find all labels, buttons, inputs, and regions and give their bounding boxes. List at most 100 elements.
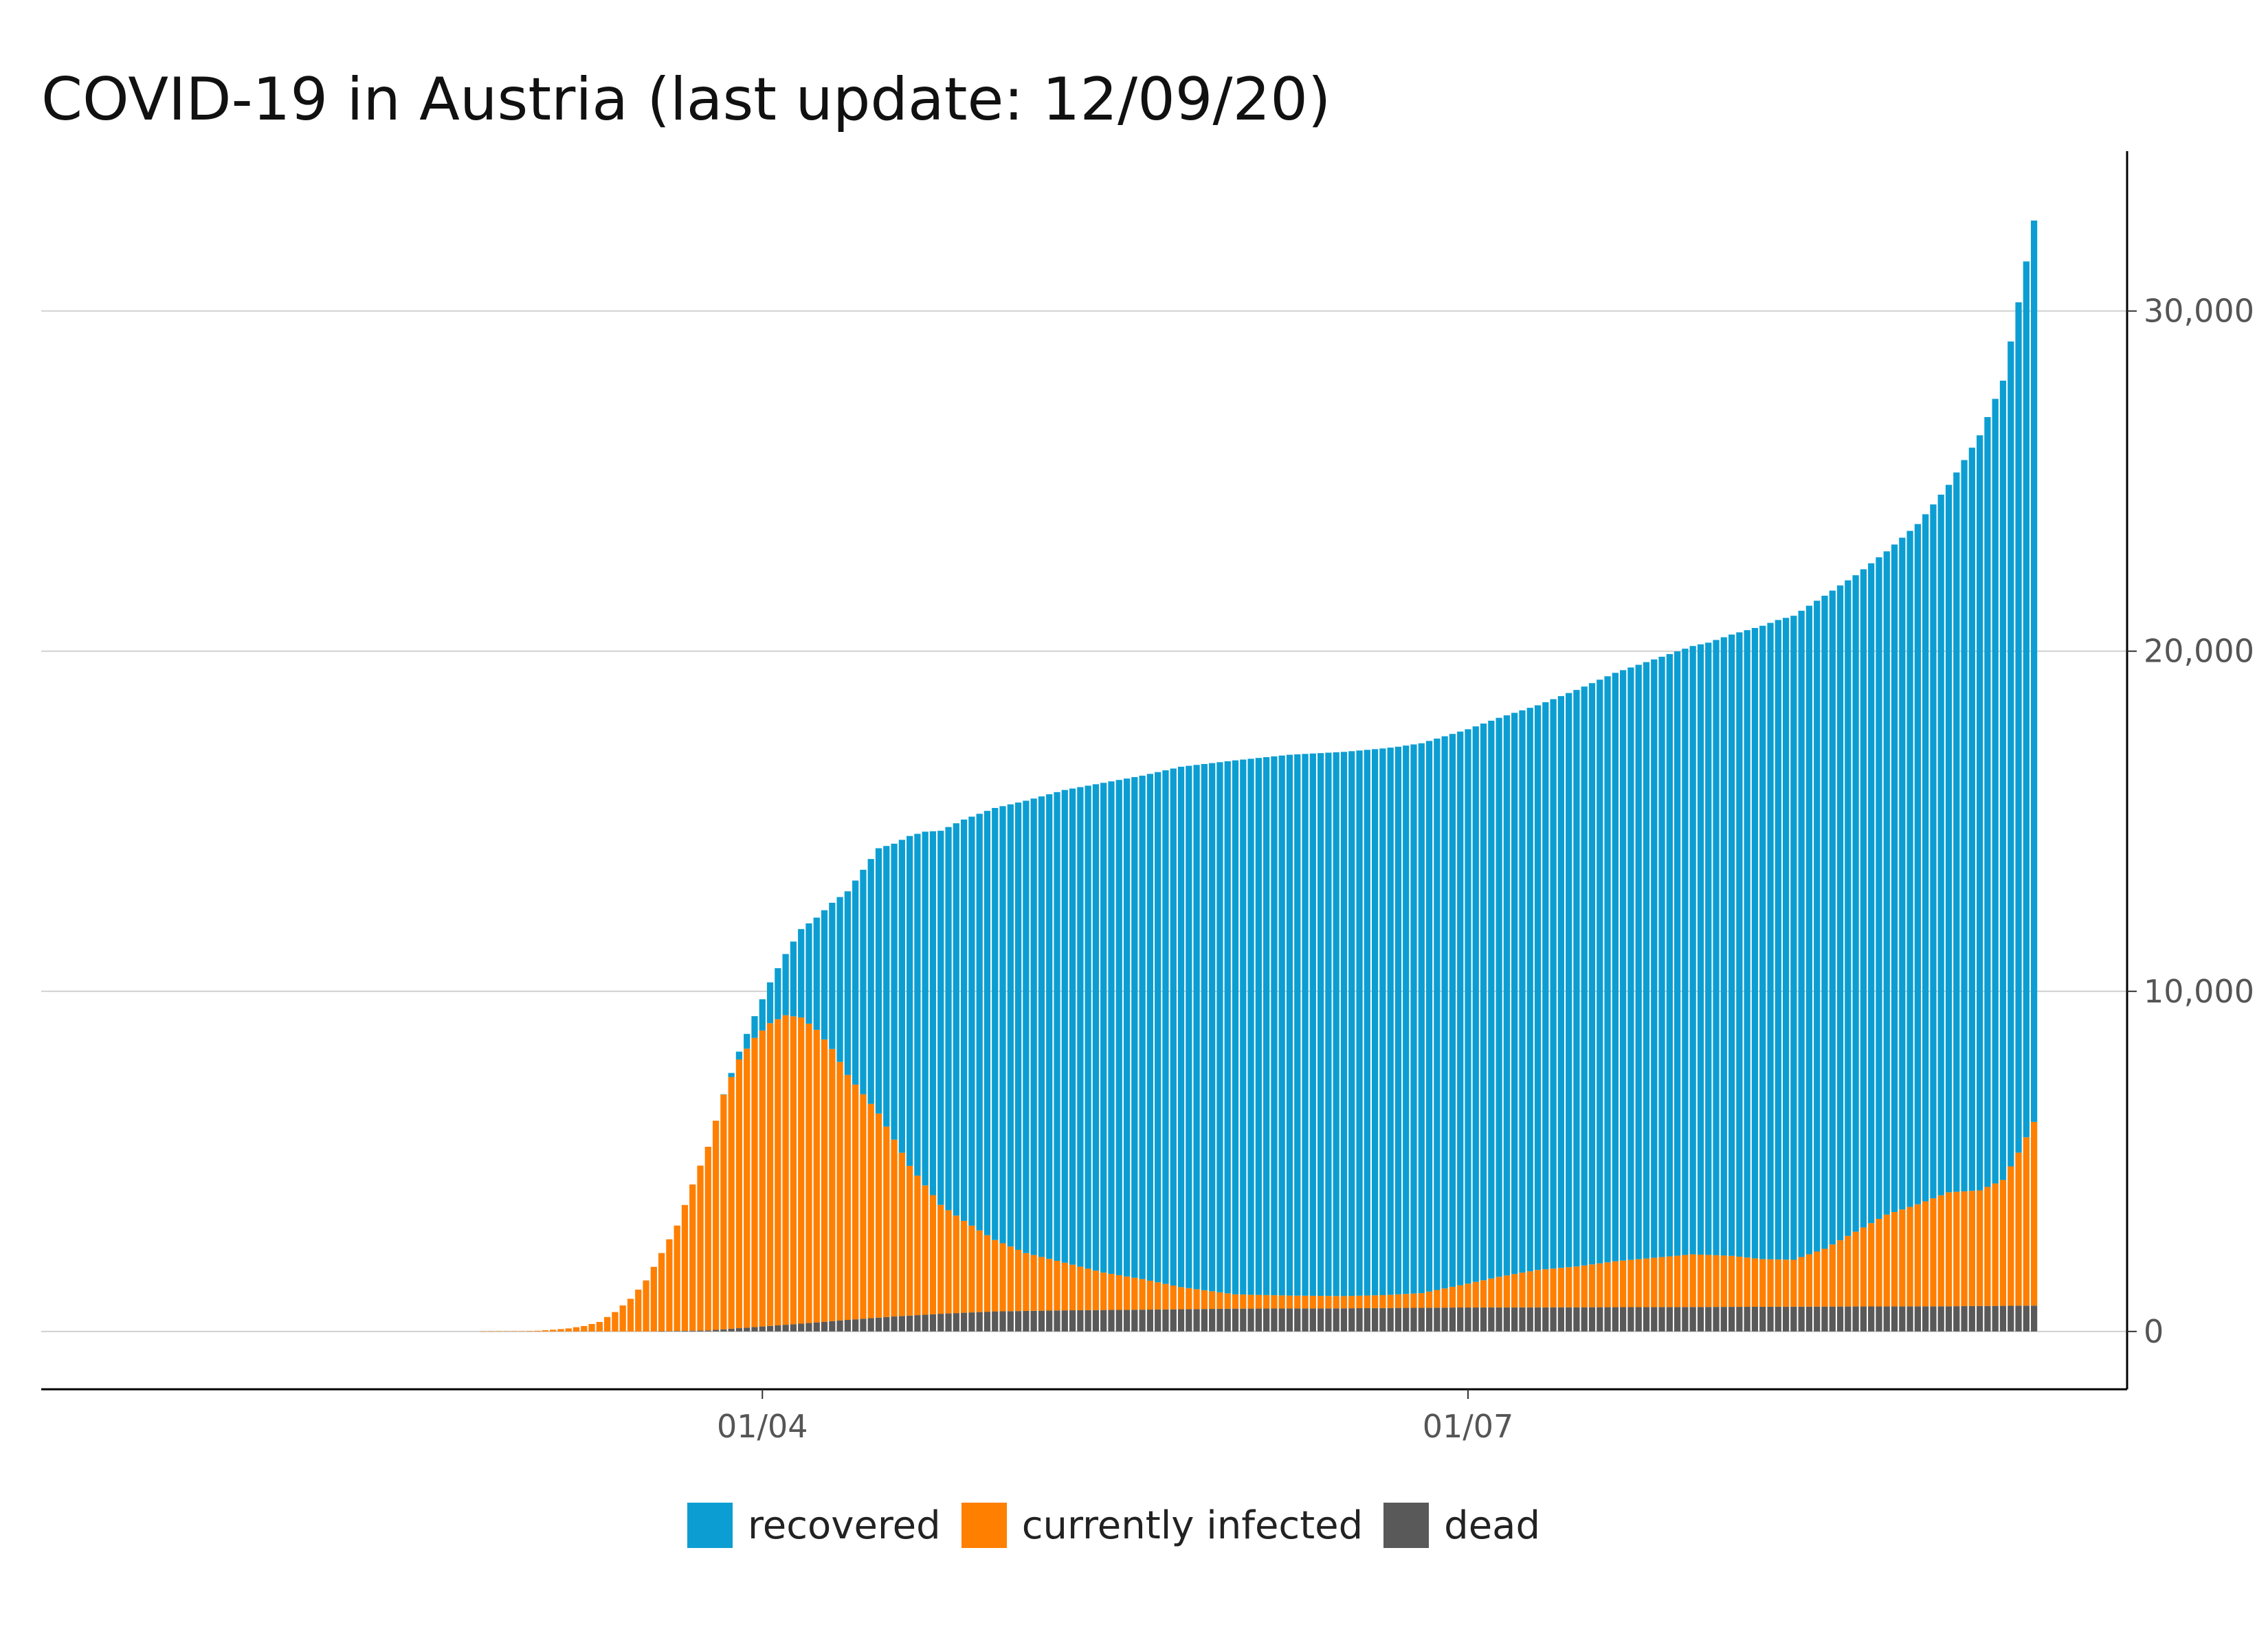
bar-dead: [1309, 1308, 1316, 1332]
bar-currently-infected: [1046, 1259, 1053, 1311]
bar-currently-infected: [907, 1165, 913, 1316]
bar-dead: [1425, 1308, 1433, 1332]
y-ticks: 0 10,000 20,000 30,000: [2127, 293, 2254, 1350]
bar-currently-infected: [1573, 1266, 1580, 1308]
bar-currently-infected: [1146, 1280, 1154, 1310]
bar-currently-infected: [1480, 1280, 1487, 1308]
legend: recovered currently infected dead: [687, 1501, 1561, 1549]
bar-currently-infected: [1836, 1240, 1844, 1307]
bar-currently-infected: [821, 1039, 828, 1322]
bar-recovered: [1014, 803, 1022, 1250]
bar-currently-infected: [728, 1077, 735, 1329]
bar-currently-infected: [1177, 1287, 1185, 1310]
bar-dead: [1620, 1307, 1627, 1332]
bar-recovered: [999, 806, 1006, 1244]
bar-currently-infected: [1627, 1259, 1634, 1308]
bar-dead: [1449, 1308, 1456, 1332]
bar-currently-infected: [542, 1330, 548, 1332]
bar-recovered: [1108, 781, 1115, 1275]
bar-dead: [1511, 1307, 1518, 1332]
bar-currently-infected: [1666, 1256, 1673, 1308]
bar-currently-infected: [1014, 1250, 1022, 1312]
bar-recovered: [1829, 590, 1836, 1245]
bar-recovered: [766, 982, 774, 1024]
bar-currently-infected: [704, 1147, 711, 1331]
bar-dead: [1914, 1306, 1921, 1332]
bar-currently-infected: [572, 1327, 580, 1332]
x-tick-label: 01/07: [1423, 1408, 1514, 1445]
bar-dead: [1953, 1306, 1960, 1332]
bar-dead: [1868, 1306, 1875, 1332]
bar-recovered: [1325, 752, 1332, 1297]
bar-dead: [1085, 1310, 1091, 1332]
bar-recovered: [953, 823, 959, 1216]
bar-currently-infected: [1255, 1294, 1262, 1309]
bar-currently-infected: [775, 1019, 781, 1325]
bar-currently-infected: [588, 1323, 595, 1332]
bar-dead: [1581, 1307, 1588, 1332]
bar-currently-infected: [805, 1023, 812, 1323]
bar-currently-infected: [1961, 1191, 1968, 1307]
bar-dead: [1790, 1306, 1797, 1332]
bar-currently-infected: [1503, 1275, 1511, 1308]
bar-recovered: [976, 814, 983, 1231]
bar-dead: [1635, 1307, 1642, 1332]
bar-dead: [1364, 1308, 1370, 1332]
legend-item-recovered: recovered: [687, 1503, 941, 1548]
bar-dead: [983, 1312, 991, 1332]
bar-dead: [735, 1328, 743, 1332]
bar-recovered: [1054, 792, 1060, 1261]
bar-recovered: [1139, 775, 1146, 1279]
bar-recovered: [790, 941, 797, 1017]
bar-dead: [976, 1312, 983, 1332]
bar-recovered: [1876, 557, 1882, 1219]
bar-dead: [1968, 1305, 1975, 1332]
bar-currently-infected: [1744, 1257, 1750, 1308]
bar-dead: [1410, 1308, 1417, 1332]
bar-currently-infected: [1635, 1259, 1642, 1308]
bar-dead: [1100, 1310, 1107, 1332]
bar-currently-infected: [813, 1029, 820, 1323]
bar-currently-infected: [1155, 1282, 1161, 1310]
bar-currently-infected: [627, 1299, 634, 1332]
bar-dead: [1627, 1307, 1634, 1332]
bar-recovered: [1961, 460, 1968, 1191]
bar-recovered: [1038, 796, 1045, 1257]
bar-currently-infected: [1581, 1265, 1588, 1308]
bar-currently-infected: [1829, 1244, 1836, 1307]
bar-currently-infected: [735, 1059, 743, 1329]
bar-recovered: [1620, 670, 1627, 1261]
bar-recovered: [968, 816, 975, 1226]
bar-currently-infected: [681, 1204, 689, 1331]
bar-dead: [751, 1327, 758, 1332]
bar-currently-infected: [1728, 1255, 1735, 1308]
bar-currently-infected: [1651, 1257, 1658, 1308]
bar-dead: [1922, 1306, 1929, 1332]
bar-dead: [1061, 1310, 1068, 1332]
bar-recovered: [1177, 766, 1185, 1288]
bar-dead: [1651, 1307, 1658, 1332]
bar-recovered: [782, 954, 789, 1016]
bar-currently-infected: [1705, 1255, 1712, 1308]
bar-recovered: [1977, 435, 1983, 1191]
bar-recovered: [1550, 699, 1557, 1269]
bar-currently-infected: [1100, 1272, 1107, 1310]
bar-recovered: [751, 1016, 758, 1038]
bar-dead: [891, 1316, 898, 1332]
bar-currently-infected: [1977, 1190, 1983, 1306]
bar-currently-infected: [1294, 1295, 1301, 1309]
bar-currently-infected: [1914, 1204, 1921, 1307]
bar-currently-infected: [1566, 1267, 1572, 1308]
bar-currently-infected: [1945, 1192, 1953, 1307]
bar-dead: [1566, 1307, 1572, 1332]
bar-currently-infected: [2008, 1166, 2014, 1306]
bar-dead: [1782, 1306, 1790, 1332]
bar-dead: [1457, 1308, 1464, 1332]
legend-item-dead: dead: [1383, 1503, 1540, 1548]
bar-currently-infected: [1317, 1296, 1324, 1309]
bar-recovered: [1566, 693, 1572, 1268]
bar-dead: [1286, 1308, 1293, 1332]
bar-dead: [1829, 1306, 1836, 1332]
bar-dead: [1480, 1307, 1487, 1332]
bar-recovered: [1573, 690, 1580, 1267]
